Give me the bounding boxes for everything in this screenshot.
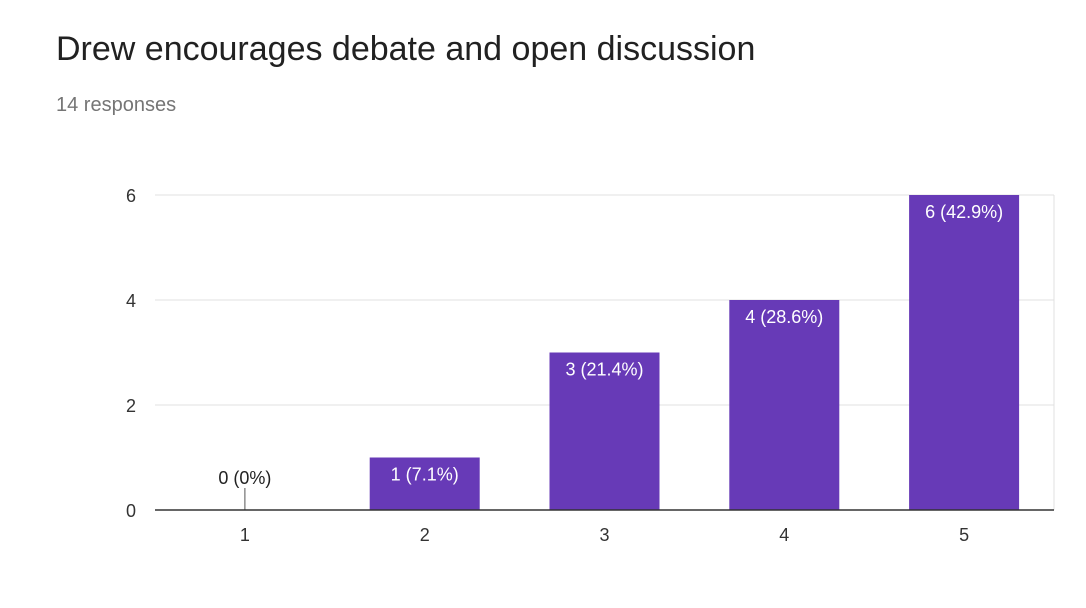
response-count: 14 responses [56,94,177,116]
x-tick-label: 4 [779,525,789,545]
bar-data-label: 4 (28.6%) [745,307,823,327]
y-axis-ticks: 0 2 4 6 [126,186,136,521]
bar [549,352,660,510]
bar-data-label: 6 (42.9%) [925,202,1003,222]
bars [244,195,1020,510]
x-tick-label: 5 [959,525,969,545]
x-tick-label: 2 [420,525,430,545]
chart-title: Drew encourages debate and open discussi… [56,30,756,68]
y-tick-label: 2 [126,396,136,416]
bar [369,457,480,510]
x-tick-label: 3 [599,525,609,545]
x-tick-label: 1 [240,525,250,545]
x-axis-ticks: 1 2 3 4 5 [240,525,969,545]
bar-data-label: 3 (21.4%) [565,360,643,380]
y-tick-label: 6 [126,186,136,206]
y-tick-label: 4 [126,291,136,311]
y-tick-label: 0 [126,501,136,521]
bar [729,300,840,510]
bar-data-label: 0 (0%) [218,468,271,488]
bar-data-labels: 0 (0%) 1 (7.1%) 3 (21.4%) 4 (28.6%) 6 (42.9%… [218,202,1003,488]
bar [909,195,1020,510]
bar-data-label: 1 (7.1%) [391,465,459,485]
